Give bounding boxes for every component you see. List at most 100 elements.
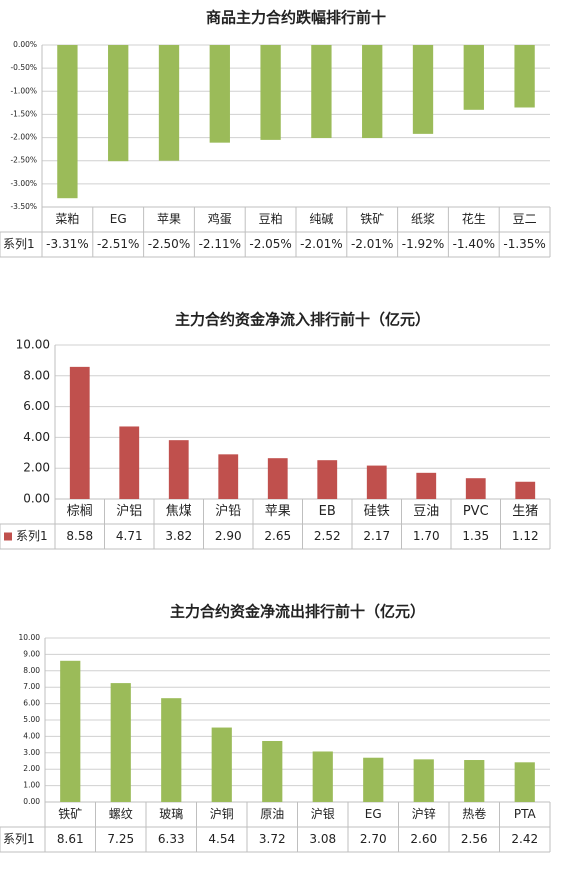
- y-tick-label: 6.00: [23, 699, 40, 708]
- data-label: 7.25: [107, 832, 134, 846]
- x-tick-label: 铁矿: [58, 807, 82, 821]
- legend-label: 系列1: [3, 237, 35, 251]
- y-tick-label: 0.00: [23, 492, 50, 506]
- x-tick-label: 原油: [260, 807, 284, 821]
- bar: [69, 366, 90, 499]
- x-tick-label: 花生: [462, 211, 486, 226]
- data-label: 2.65: [264, 529, 291, 543]
- bar: [464, 760, 485, 802]
- x-tick-label: 热卷: [462, 806, 486, 821]
- bar: [311, 45, 332, 139]
- bar: [211, 727, 232, 802]
- x-tick-label: 焦煤: [166, 504, 192, 519]
- data-label: -1.92%: [402, 237, 444, 251]
- data-label: 8.58: [66, 529, 93, 543]
- x-tick-label: 螺纹: [109, 807, 133, 821]
- y-tick-label: 7.00: [23, 682, 40, 691]
- bar: [463, 45, 484, 110]
- y-tick-label: 4.00: [23, 731, 40, 740]
- data-label: 1.12: [512, 529, 539, 543]
- x-tick-label: 沪铜: [210, 806, 234, 821]
- y-tick-label: 6.00: [23, 399, 50, 413]
- chart-title: 商品主力合约跌幅排行前十: [206, 9, 386, 27]
- bar: [158, 45, 180, 161]
- y-tick-label: -1.00%: [10, 86, 37, 95]
- bar: [515, 481, 536, 499]
- data-label: 4.54: [208, 832, 235, 846]
- data-label: 2.60: [410, 832, 437, 846]
- bar: [108, 45, 129, 162]
- y-tick-label: 8.00: [23, 368, 50, 382]
- y-tick-label: 0.00%: [13, 40, 37, 49]
- x-tick-label: 棕榈: [67, 504, 93, 519]
- data-label: 1.70: [413, 529, 440, 543]
- x-tick-label: 沪锌: [412, 807, 436, 821]
- bar: [363, 757, 384, 802]
- bar: [57, 45, 78, 199]
- x-tick-label: 硅铁: [364, 504, 390, 519]
- bar: [366, 465, 387, 499]
- x-tick-label: EG: [365, 807, 382, 821]
- bar: [60, 660, 81, 802]
- bar: [218, 454, 239, 499]
- x-tick-label: 沪铅: [215, 503, 241, 519]
- data-label: -1.40%: [453, 237, 495, 251]
- bar: [209, 45, 230, 143]
- x-tick-label: 生猪: [512, 504, 538, 519]
- x-tick-label: EB: [319, 504, 336, 519]
- y-tick-label: 2.00: [23, 461, 50, 475]
- x-tick-label: 纸浆: [411, 211, 435, 226]
- y-tick-label: 1.00: [23, 781, 40, 790]
- y-tick-label: 4.00: [23, 430, 50, 444]
- x-tick-label: PTA: [514, 807, 537, 821]
- bar: [312, 751, 333, 802]
- y-tick-label: -0.50%: [10, 63, 37, 72]
- y-tick-label: 9.00: [23, 649, 40, 658]
- bar: [416, 472, 437, 499]
- data-label: 1.35: [462, 529, 489, 543]
- x-tick-label: 玻璃: [159, 807, 183, 821]
- data-label: -2.01%: [300, 237, 342, 251]
- data-label: 2.17: [363, 529, 390, 543]
- data-label: 2.52: [314, 529, 341, 543]
- data-label: -2.05%: [249, 237, 291, 251]
- y-tick-label: -3.50%: [10, 202, 37, 211]
- bar: [260, 45, 281, 140]
- data-label: -2.11%: [199, 237, 241, 251]
- data-label: 2.70: [360, 832, 387, 846]
- y-tick-label: 10.00: [19, 633, 41, 642]
- bar: [168, 440, 189, 499]
- bar: [412, 45, 434, 134]
- data-label: -2.51%: [97, 237, 139, 251]
- y-tick-label: 10.00: [16, 338, 50, 352]
- x-tick-label: 豆二: [513, 212, 537, 226]
- x-tick-label: EG: [110, 212, 127, 226]
- data-label: 3.82: [165, 529, 192, 543]
- y-tick-label: -2.00%: [10, 133, 37, 142]
- bar: [514, 45, 535, 108]
- bar: [465, 478, 486, 499]
- data-label: 3.08: [309, 832, 336, 846]
- data-label: 2.90: [215, 529, 242, 543]
- data-label: -2.01%: [351, 237, 393, 251]
- data-label: 2.42: [511, 832, 538, 846]
- bar: [362, 45, 383, 139]
- chart-title: 主力合约资金净流出排行前十（亿元）: [170, 603, 425, 621]
- bar: [413, 759, 434, 802]
- bar: [110, 683, 131, 802]
- x-tick-label: PVC: [463, 504, 489, 519]
- bar: [267, 458, 288, 499]
- data-label: -1.35%: [503, 237, 545, 251]
- y-tick-label: 8.00: [23, 666, 40, 675]
- y-tick-label: 3.00: [23, 748, 40, 757]
- x-tick-label: 苹果: [265, 504, 291, 519]
- x-tick-label: 纯碱: [309, 212, 333, 226]
- data-label: 6.33: [158, 832, 185, 846]
- bar: [119, 426, 140, 499]
- x-tick-label: 鸡蛋: [208, 211, 232, 226]
- x-tick-label: 沪铝: [116, 503, 142, 519]
- data-label: 8.61: [57, 832, 84, 846]
- x-tick-label: 菜粕: [55, 211, 79, 226]
- bar: [317, 460, 338, 499]
